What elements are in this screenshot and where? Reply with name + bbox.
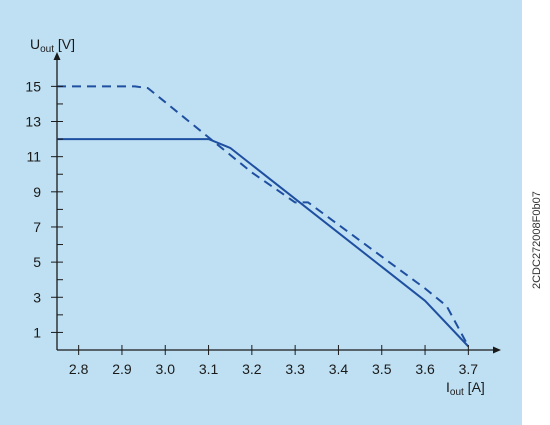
x-tick-label: 3.2 bbox=[242, 361, 262, 377]
x-tick-label: 3.6 bbox=[415, 361, 435, 377]
solid-series-line bbox=[57, 138, 470, 348]
y-tick-label: 11 bbox=[26, 149, 41, 165]
y-axis-title: Uout [V] bbox=[30, 36, 75, 55]
x-axis-arrow bbox=[493, 346, 501, 354]
x-axis-title: Iout [A] bbox=[446, 379, 485, 398]
dashed-series-line bbox=[57, 85, 470, 347]
y-tick-label: 15 bbox=[25, 78, 41, 94]
ticks-layer: 2.8 2.9 3.0 3.1 3.2 3.3 3.4 3.5 3.6 3.71357911131… bbox=[25, 78, 478, 377]
y-tick-label: 1 bbox=[33, 324, 41, 340]
x-tick-label: 3.3 bbox=[285, 361, 305, 377]
x-tick-label: 3.4 bbox=[329, 361, 349, 377]
y-tick-label: 3 bbox=[33, 289, 41, 305]
chart-panel: 2.8 2.9 3.0 3.1 3.2 3.3 3.4 3.5 3.6 3.7 1 3 5 7 9 11 13 1… bbox=[0, 0, 522, 425]
y-tick-label: 7 bbox=[33, 219, 41, 235]
y-tick-label: 9 bbox=[33, 184, 41, 200]
series-layer bbox=[57, 85, 470, 348]
document-code-label: 2CDC272008F0b07 bbox=[531, 191, 543, 289]
x-tick-label: 2.9 bbox=[112, 361, 132, 377]
y-axis-arrow bbox=[53, 52, 61, 60]
x-tick-label: 2.8 bbox=[69, 361, 89, 377]
axes bbox=[53, 52, 501, 354]
x-tick-label: 3.1 bbox=[199, 361, 219, 377]
y-tick-label: 5 bbox=[33, 254, 41, 270]
x-tick-label: 3.5 bbox=[372, 361, 392, 377]
x-tick-label: 3.0 bbox=[156, 361, 176, 377]
x-tick-label: 3.7 bbox=[459, 361, 479, 377]
current-voltage-chart: 2.8 2.9 3.0 3.1 3.2 3.3 3.4 3.5 3.6 3.71357911131… bbox=[25, 36, 501, 398]
y-tick-label: 13 bbox=[25, 114, 41, 130]
